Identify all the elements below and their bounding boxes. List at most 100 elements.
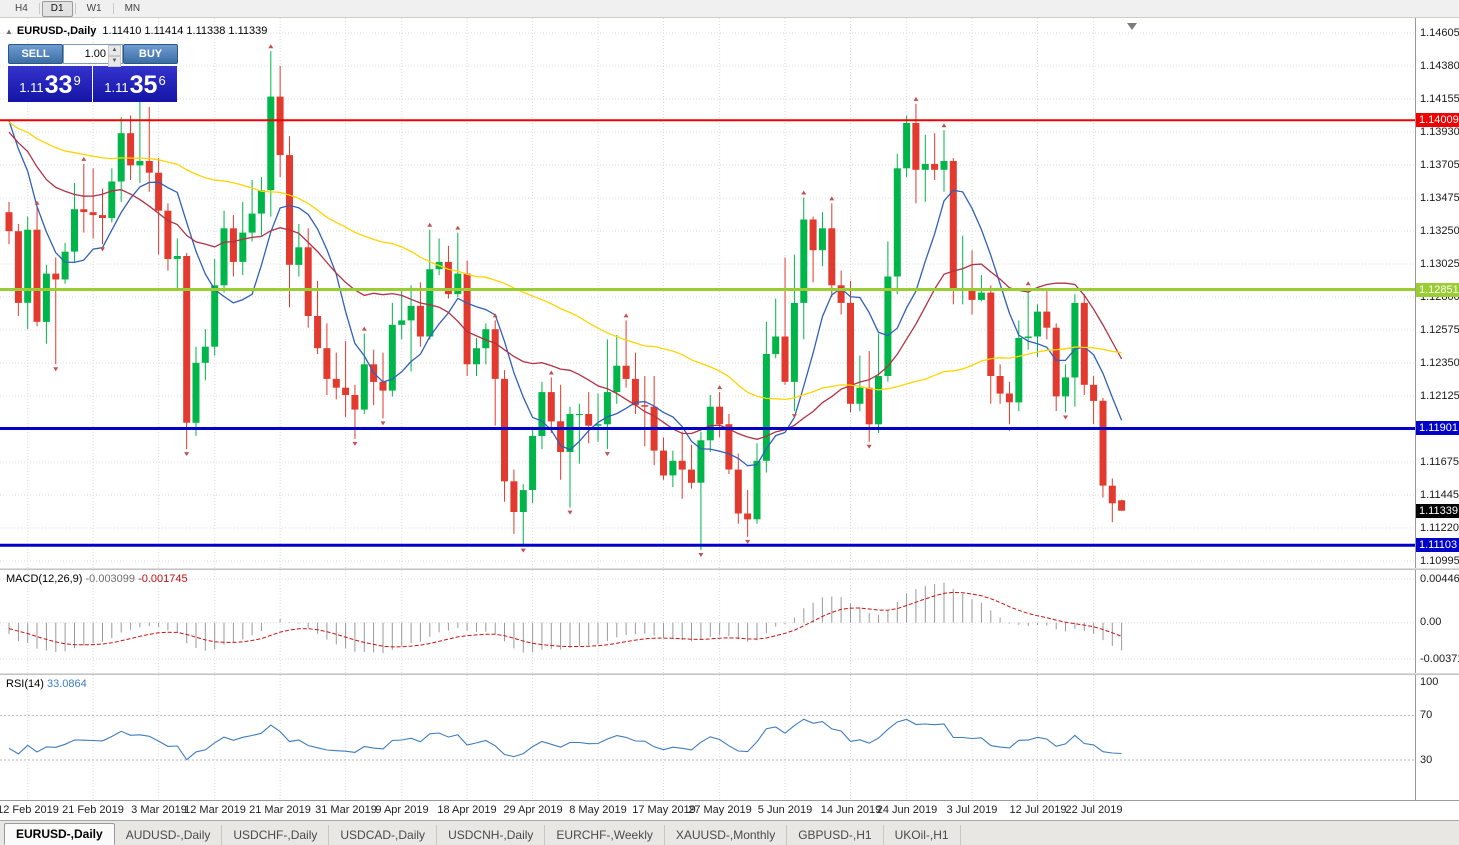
- chart-tab-eurchf[interactable]: EURCHF-,Weekly: [545, 825, 665, 845]
- price-axis-label: 1.12575: [1420, 324, 1459, 336]
- price-axis-label: 1.11675: [1420, 456, 1459, 468]
- volume-spinner[interactable]: ▲ ▼: [108, 45, 121, 67]
- chart-shift-marker[interactable]: [1127, 23, 1137, 30]
- macd-grid: [0, 570, 1415, 673]
- date-axis-label: 24 Jun 2019: [876, 804, 938, 816]
- macd-main-value: -0.003099: [85, 573, 136, 585]
- price-axis-label: 1.11445: [1420, 489, 1459, 501]
- date-axis-label: 29 Apr 2019: [503, 804, 563, 816]
- macd-signal-line: [8, 591, 1122, 648]
- timeframe-button-mn[interactable]: MN: [124, 2, 141, 14]
- macd-name: MACD(12,26,9): [6, 573, 83, 585]
- macd-indicator-label: MACD(12,26,9) -0.003099 -0.001745: [6, 573, 188, 585]
- panel-splitter[interactable]: [0, 568, 1459, 570]
- date-axis-label: 5 Jun 2019: [757, 804, 813, 816]
- price-axis-label: 1.13025: [1420, 258, 1459, 270]
- date-axis-label: 18 Apr 2019: [437, 804, 497, 816]
- date-axis-label: 9 Apr 2019: [375, 804, 429, 816]
- chart-tab-usdcad[interactable]: USDCAD-,Daily: [329, 825, 438, 845]
- rsi-grid: [27, 675, 1095, 800]
- main-chart-panel: ▲ EURUSD-,Daily 1.11410 1.11414 1.11338 1.…: [0, 18, 1459, 568]
- sell-price-sup: 9: [73, 73, 81, 88]
- price-axis-label: 1.11220: [1420, 522, 1459, 534]
- macd-axis-label: -0.00371: [1420, 653, 1459, 665]
- timeframe-button-h4[interactable]: H4: [15, 2, 28, 14]
- timeframe-button-d1[interactable]: D1: [41, 0, 73, 17]
- sell-price-big: 33: [44, 71, 73, 99]
- price-axis-label: 1.14605: [1420, 27, 1459, 39]
- rsi-axis-label: 30: [1420, 754, 1433, 766]
- chart-tab-bar: EURUSD-,Daily AUDUSD-,Daily USDCHF-,Daily U…: [0, 820, 1459, 845]
- ma-fast-line: [8, 120, 1123, 467]
- volume-input[interactable]: 1.00 ▲ ▼: [63, 44, 123, 67]
- macd-axis-label: 0.004465: [1420, 573, 1459, 585]
- price-axis-label: 1.10995: [1420, 555, 1459, 567]
- date-axis-label: 12 Jul 2019: [1009, 804, 1067, 816]
- price-axis: 1.14605 1.14380 1.14155 1.13930 1.13705 1.134…: [1415, 18, 1459, 568]
- date-axis-label: 17 May 2019: [632, 804, 696, 816]
- toolbar-separator: [112, 3, 114, 14]
- ma-slow-line: [8, 121, 1122, 401]
- rsi-indicator-label: RSI(14) 33.0864: [6, 678, 87, 690]
- sell-button[interactable]: SELL: [8, 44, 63, 64]
- date-axis: 12 Feb 2019 21 Feb 2019 3 Mar 2019 12 Mar 2…: [0, 800, 1459, 820]
- spinner-down-icon[interactable]: ▼: [108, 56, 121, 67]
- date-axis-label: 31 Mar 2019: [315, 804, 377, 816]
- date-axis-label: 3 Jul 2019: [946, 804, 998, 816]
- price-line-badge: 1.14009: [1416, 113, 1459, 128]
- sell-price-prefix: 1.11: [19, 80, 44, 95]
- candles-layer: [5, 51, 1126, 550]
- chart-tab-usdchf[interactable]: USDCHF-,Daily: [222, 825, 330, 845]
- timeframe-toolbar: H4 D1 W1 MN: [0, 0, 1459, 18]
- date-axis-label: 14 Jun 2019: [820, 804, 882, 816]
- rsi-name: RSI(14): [6, 678, 44, 690]
- macd-panel: MACD(12,26,9) -0.003099 -0.001745 0.0044…: [0, 570, 1459, 673]
- price-axis-label: 1.14380: [1420, 60, 1459, 72]
- buy-price-big: 35: [129, 71, 158, 99]
- price-line-badge: 1.11103: [1416, 538, 1459, 553]
- chart-tab-audusd[interactable]: AUDUSD-,Daily: [115, 825, 223, 845]
- buy-price-display[interactable]: 1.11 35 6: [93, 66, 177, 102]
- macd-canvas[interactable]: [0, 570, 1415, 673]
- rsi-panel: RSI(14) 33.0864 100 70 30: [0, 675, 1459, 800]
- chart-tab-gbpusd[interactable]: GBPUSD-,H1: [787, 825, 884, 845]
- one-click-collapse-icon[interactable]: ▲: [5, 27, 13, 36]
- chart-symbol-label: EURUSD-,Daily: [16, 25, 97, 37]
- macd-signal-value: -0.001745: [138, 573, 188, 585]
- one-click-trading-panel: SELL 1.00 ▲ ▼ BUY 1.11 33 9 1.11 35 6: [8, 44, 178, 102]
- date-axis-label: 8 May 2019: [569, 804, 627, 816]
- date-axis-label: 3 Mar 2019: [131, 804, 187, 816]
- rsi-axis-label: 100: [1420, 676, 1439, 688]
- buy-button[interactable]: BUY: [123, 44, 178, 64]
- macd-axis-label: 0.00: [1420, 616, 1442, 628]
- macd-axis: 0.004465 0.00 -0.00371: [1415, 570, 1459, 673]
- price-axis-label: 1.14155: [1420, 93, 1459, 105]
- rsi-canvas[interactable]: [0, 675, 1415, 800]
- price-axis-label: 1.12350: [1420, 357, 1459, 369]
- toolbar-separator: [74, 3, 76, 14]
- price-line-badge: 1.12851: [1416, 282, 1459, 297]
- date-axis-label: 27 May 2019: [688, 804, 752, 816]
- price-line-badge: 1.11901: [1416, 421, 1459, 436]
- spinner-up-icon[interactable]: ▲: [108, 45, 121, 56]
- buy-price-sup: 6: [158, 73, 166, 88]
- panel-splitter[interactable]: [0, 673, 1459, 675]
- volume-value: 1.00: [84, 48, 106, 60]
- rsi-line: [8, 718, 1122, 761]
- macd-histogram: [8, 582, 1123, 654]
- date-axis-label: 12 Feb 2019: [0, 804, 59, 816]
- rsi-value: 33.0864: [46, 678, 87, 690]
- date-axis-label: 12 Mar 2019: [184, 804, 246, 816]
- chart-tab-xauusd[interactable]: XAUUSD-,Monthly: [665, 825, 788, 845]
- chart-tab-ukoil[interactable]: UKOil-,H1: [884, 825, 961, 845]
- timeframe-button-w1[interactable]: W1: [86, 2, 102, 14]
- sell-price-display[interactable]: 1.11 33 9: [8, 66, 92, 102]
- chart-tab-usdcnh[interactable]: USDCNH-,Daily: [437, 825, 546, 845]
- price-chart-canvas[interactable]: [0, 18, 1415, 568]
- price-axis-label: 1.13930: [1420, 126, 1459, 138]
- ma-mid-line: [8, 131, 1123, 440]
- buy-price-prefix: 1.11: [104, 80, 129, 95]
- current-price-badge: 1.11339: [1416, 503, 1459, 518]
- chart-tab-eurusd[interactable]: EURUSD-,Daily: [4, 823, 115, 845]
- date-axis-label: 22 Jul 2019: [1065, 804, 1123, 816]
